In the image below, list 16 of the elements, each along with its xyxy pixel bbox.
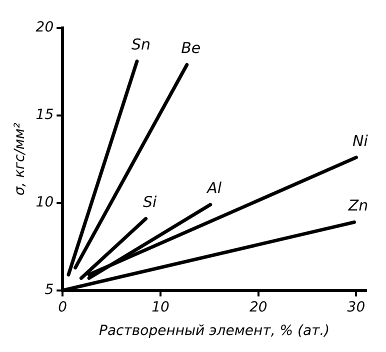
series-label: Sn bbox=[131, 36, 151, 54]
x-tick-label: 20 bbox=[249, 299, 268, 316]
series-label: Al bbox=[206, 179, 222, 198]
x-tick-label: 0 bbox=[58, 299, 68, 316]
x-tick-label: 30 bbox=[347, 299, 366, 316]
series-label: Be bbox=[181, 39, 201, 58]
y-axis-title: σ, кгс/мм² bbox=[12, 122, 28, 196]
x-axis-title: Растворенный элемент, % (ат.) bbox=[99, 323, 330, 340]
y-tick-label: 20 bbox=[36, 20, 54, 36]
x-tick-label: 10 bbox=[152, 299, 170, 316]
series-label: Ni bbox=[352, 132, 369, 150]
series-label: Si bbox=[142, 193, 158, 212]
y-tick-label: 15 bbox=[36, 107, 54, 124]
y-tick-label: 5 bbox=[44, 282, 54, 298]
series-label: Zn bbox=[347, 196, 368, 215]
y-tick-label: 10 bbox=[36, 194, 54, 211]
